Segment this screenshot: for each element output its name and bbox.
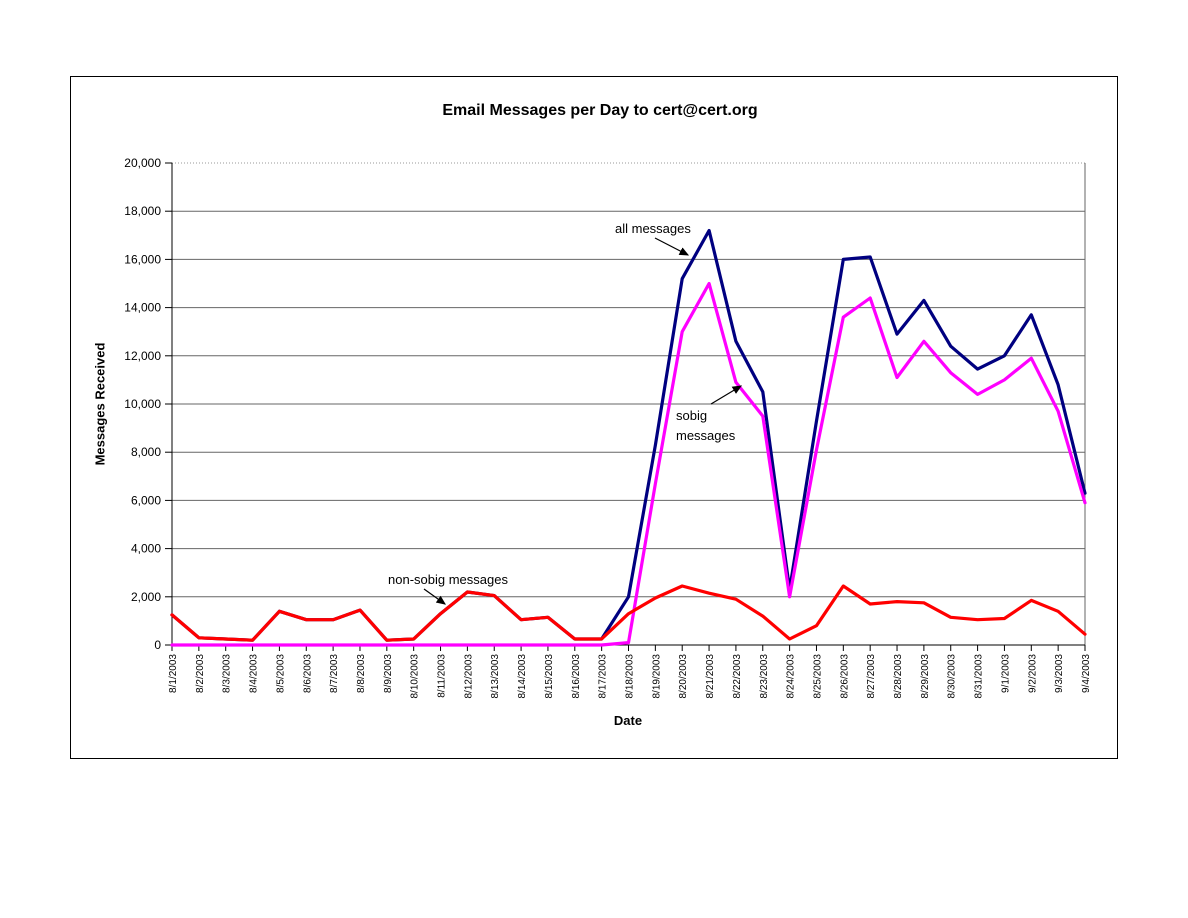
y-tick-label: 20,000 [124, 156, 161, 170]
y-axis-title: Messages Received [92, 342, 108, 466]
x-tick-label: 8/7/2003 [329, 654, 340, 693]
x-tick-label: 9/1/2003 [1000, 654, 1011, 693]
x-tick-label: 8/17/2003 [598, 654, 609, 699]
x-tick-label: 8/2/2003 [195, 654, 206, 693]
y-tick-label: 14,000 [124, 301, 161, 315]
x-tick-label: 8/30/2003 [947, 654, 958, 699]
x-axis-title: Date [613, 713, 643, 728]
x-tick-label: 9/3/2003 [1054, 654, 1065, 693]
x-tick-label: 9/2/2003 [1027, 654, 1038, 693]
x-tick-label: 8/29/2003 [920, 654, 931, 699]
x-tick-label: 8/9/2003 [383, 654, 394, 693]
series-line-all-messages [170, 228, 1087, 642]
x-tick-label: 8/20/2003 [678, 654, 689, 699]
y-tick-label: 2,000 [131, 590, 161, 604]
x-tick-label: 8/6/2003 [302, 654, 313, 693]
x-tick-label: 8/13/2003 [490, 654, 501, 699]
y-tick-label: 12,000 [124, 349, 161, 363]
y-tick-label: 0 [154, 638, 161, 652]
annotation-sobig-line2: messages [676, 428, 736, 443]
x-tick-label: 9/4/2003 [1081, 654, 1092, 693]
x-tick-label: 8/5/2003 [275, 654, 286, 693]
x-tick-label: 8/16/2003 [571, 654, 582, 699]
y-tick-label: 8,000 [131, 445, 161, 459]
x-tick-label: 8/31/2003 [974, 654, 985, 699]
x-tick-label: 8/11/2003 [437, 654, 448, 698]
y-tick-label: 10,000 [124, 397, 161, 411]
annotation-all-messages: all messages [615, 221, 691, 236]
y-tick-label: 4,000 [131, 542, 161, 556]
y-tick-label: 6,000 [131, 493, 161, 507]
x-tick-label: 8/18/2003 [625, 654, 636, 699]
series-line-non-sobig-messages [170, 584, 1087, 642]
x-tick-label: 8/26/2003 [839, 654, 850, 699]
series-line-sobig-messages [170, 281, 1087, 647]
x-tick-label: 8/3/2003 [222, 654, 233, 693]
x-tick-label: 8/14/2003 [517, 654, 528, 699]
annotation-sobig-line1: sobig [676, 408, 708, 423]
annotation-arrow-non-sobig-messages [423, 588, 446, 605]
x-tick-label: 8/27/2003 [866, 654, 877, 699]
x-tick-label: 8/28/2003 [893, 654, 904, 699]
x-tick-label: 8/25/2003 [812, 654, 823, 699]
x-tick-label: 8/10/2003 [410, 654, 421, 699]
x-tick-label: 8/21/2003 [705, 654, 716, 699]
x-tick-label: 8/1/2003 [168, 654, 179, 693]
annotation-arrow-all-messages [654, 237, 690, 256]
x-tick-label: 8/24/2003 [786, 654, 797, 699]
x-tick-label: 8/8/2003 [356, 654, 367, 693]
x-tick-label: 8/19/2003 [651, 654, 662, 699]
annotation-sobig-messages: sobig messages [676, 406, 735, 446]
annotation-non-sobig-messages: non-sobig messages [388, 572, 508, 587]
x-tick-label: 8/4/2003 [249, 654, 260, 693]
y-tick-label: 16,000 [124, 252, 161, 266]
annotation-arrow-sobig-messages [710, 385, 743, 405]
x-tick-label: 8/12/2003 [463, 654, 474, 699]
x-tick-label: 8/23/2003 [759, 654, 770, 699]
x-tick-label: 8/15/2003 [544, 654, 555, 699]
y-tick-label: 18,000 [124, 204, 161, 218]
x-tick-label: 8/22/2003 [732, 654, 743, 699]
chart-title: Email Messages per Day to cert@cert.org [442, 102, 758, 119]
